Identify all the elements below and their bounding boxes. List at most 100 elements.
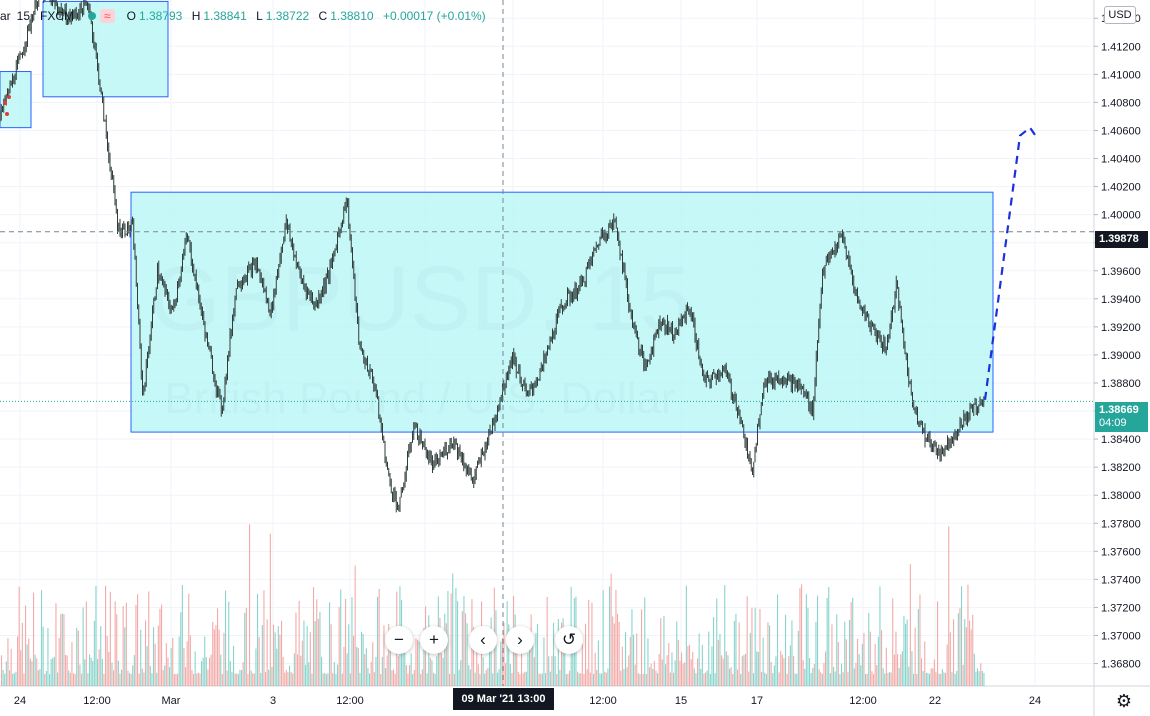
volume-bar: [786, 673, 788, 686]
volume-bar: [628, 655, 630, 686]
volume-bar: [357, 647, 359, 686]
volume-bar: [586, 669, 588, 686]
reset-button[interactable]: ↺: [555, 626, 583, 654]
volume-bar: [906, 619, 908, 686]
volume-bar: [585, 623, 587, 686]
volume-bar: [207, 669, 209, 686]
volume-bar: [748, 671, 750, 686]
volume-bar: [583, 673, 585, 686]
settings-gear-icon[interactable]: ⚙: [1115, 690, 1133, 711]
symbol-name[interactable]: ar: [0, 9, 11, 23]
volume-bar: [50, 659, 52, 686]
volume-bar: [461, 611, 463, 686]
time-tick-label-10: 22: [929, 695, 941, 707]
volume-bar: [929, 673, 931, 686]
volume-bar: [31, 661, 33, 686]
volume-bar: [159, 608, 161, 686]
price-tick-label-7: 1.40000: [1101, 210, 1141, 222]
zoom-out-button[interactable]: −: [385, 626, 413, 654]
volume-bar: [668, 643, 670, 686]
volume-bar: [197, 672, 199, 686]
volume-bar: [164, 665, 166, 686]
volume-bar: [777, 594, 779, 686]
volume-bar: [87, 673, 89, 686]
volume-bar: [177, 673, 179, 686]
zoom-in-button[interactable]: +: [420, 626, 448, 654]
timeframe-label[interactable]: 15: [16, 9, 31, 23]
volume-bar: [693, 668, 695, 686]
volume-bar: [903, 616, 905, 686]
volume-bar: [74, 673, 76, 686]
volume-bar: [548, 656, 550, 686]
volume-bar: [209, 657, 211, 686]
volume-bar: [85, 601, 87, 686]
volume-bar: [577, 671, 579, 686]
volume-bar: [959, 608, 961, 686]
volume-bar: [553, 622, 555, 686]
volume-bar: [924, 641, 926, 686]
price-tick-label-19: 1.37600: [1101, 546, 1141, 558]
volume-bar: [657, 673, 659, 686]
volume-bar: [465, 613, 467, 686]
volume-bar: [613, 623, 615, 686]
volume-bar: [897, 654, 899, 686]
volume-bar: [412, 673, 414, 686]
volume-bar: [623, 668, 625, 686]
currency-button[interactable]: USD: [1104, 6, 1136, 24]
volume-bar: [285, 670, 287, 686]
volume-bar: [634, 664, 636, 686]
volume-bar: [165, 643, 167, 686]
scroll-left-button[interactable]: ‹: [469, 626, 497, 654]
volume-bar: [452, 573, 454, 686]
volume-bar: [21, 622, 23, 686]
volume-bar: [799, 588, 801, 686]
volume-bar: [853, 668, 855, 686]
volume-bar: [935, 672, 937, 686]
volume-bar: [805, 594, 807, 686]
volume-bar: [845, 639, 847, 686]
volume-bar: [249, 524, 251, 686]
volume-bar: [361, 631, 363, 686]
volume-bar: [468, 665, 470, 686]
volume-bar: [621, 646, 623, 686]
volume-bar: [33, 592, 35, 686]
volume-bar: [631, 609, 633, 686]
volume-bar: [383, 625, 385, 686]
volume-bar: [559, 669, 561, 686]
volume-bar: [810, 673, 812, 686]
volume-bar: [765, 673, 767, 686]
volume-bar: [981, 670, 983, 686]
volume-bar: [925, 672, 927, 686]
volume-bar: [311, 673, 313, 686]
volume-bar: [650, 663, 652, 686]
volume-bar: [949, 632, 951, 686]
volume-bar: [156, 672, 158, 686]
visibility-toggle[interactable]: ≈: [82, 9, 115, 23]
volume-bar: [237, 673, 239, 686]
volume-bar: [261, 624, 263, 686]
volume-bar: [449, 673, 451, 686]
volume-bar: [1, 655, 3, 686]
volume-bar: [937, 601, 939, 686]
volume-bar: [290, 672, 292, 686]
volume-bar: [79, 664, 81, 686]
volume-bar: [913, 673, 915, 686]
volume-bar: [858, 654, 860, 686]
volume-bar: [794, 673, 796, 686]
volume-bar: [405, 665, 407, 686]
volume-bar: [417, 639, 419, 686]
volume-bar: [815, 621, 817, 686]
volume-bar: [757, 651, 759, 686]
volume-bar: [41, 590, 43, 686]
scroll-right-button[interactable]: ›: [506, 626, 534, 654]
price-tick-label-20: 1.37400: [1101, 574, 1141, 586]
volume-bar: [157, 625, 159, 686]
volume-bar: [535, 632, 537, 686]
volume-bar: [882, 668, 884, 686]
price-tick-label-21: 1.37200: [1101, 602, 1141, 614]
volume-bar: [509, 664, 511, 686]
volume-bar: [863, 632, 865, 686]
time-tick-label-7: 15: [675, 695, 687, 707]
